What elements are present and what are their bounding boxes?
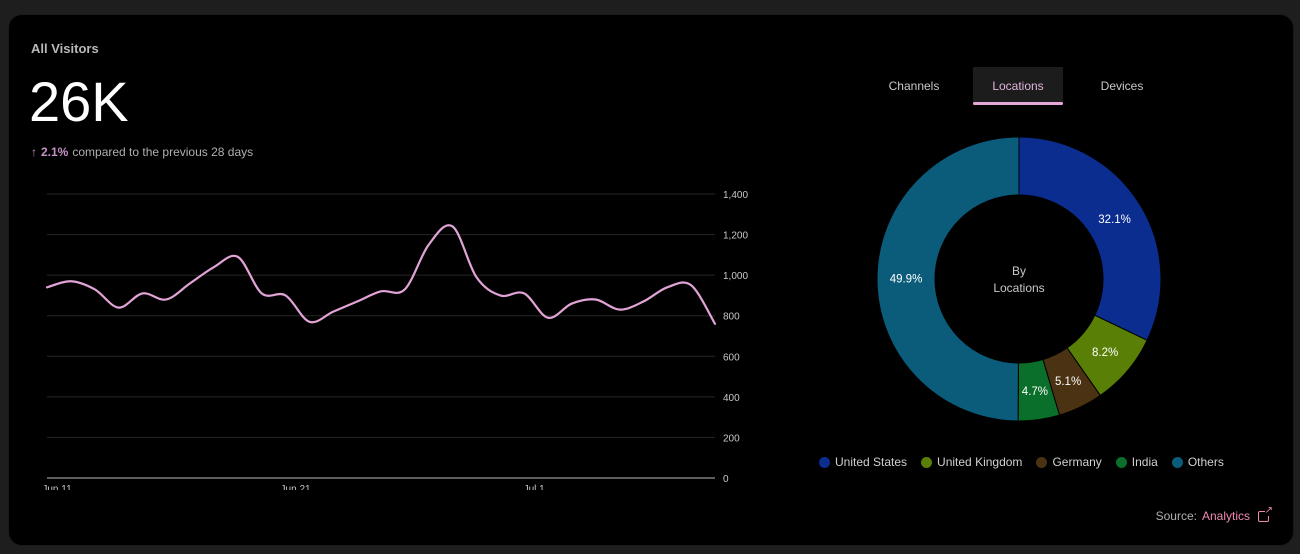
tab-label: Devices (1100, 79, 1144, 93)
slice-value-label: 8.2% (1092, 347, 1118, 359)
source-row: Source: Analytics (1155, 505, 1273, 523)
slice-value-label: 4.7% (1022, 386, 1048, 398)
x-tick-label: Jun 21 (281, 484, 311, 490)
y-tick-label: 600 (723, 352, 740, 363)
x-tick-label: Jul 1 (524, 484, 546, 490)
legend-label: India (1131, 455, 1158, 469)
visitors-line-chart: 0 200 400 600 800 1,000 1,200 1,400 Jun 11 Jun 21… (31, 170, 751, 490)
legend-item[interactable]: Germany (1036, 455, 1102, 469)
tab-locations[interactable]: Locations (973, 67, 1063, 105)
chart-tabs: Channels Locations Devices (869, 67, 1181, 105)
series-line-visitors (45, 224, 717, 325)
legend-label: United Kingdom (937, 455, 1023, 469)
tab-channels[interactable]: Channels (869, 67, 959, 105)
card-title: All Visitors (31, 41, 99, 56)
slice-value-label: 49.9% (890, 274, 923, 286)
legend-item[interactable]: India (1115, 455, 1158, 469)
tab-label: Locations (992, 79, 1044, 93)
donut-svg: 32.1% 8.2% 5.1% 4.7% 49.9% By Locations (876, 136, 1162, 422)
slice-value-label: 32.1% (1098, 214, 1131, 226)
legend-dot-icon (819, 456, 830, 468)
delta-value: 2.1% (41, 145, 69, 159)
locations-donut-chart: 32.1% 8.2% 5.1% 4.7% 49.9% By Locations (875, 135, 1163, 423)
y-tick-label: 1,400 (723, 190, 748, 201)
legend-label: United States (835, 455, 908, 469)
tab-label: Channels (888, 79, 940, 93)
delta-row: ↑ 2.1% compared to the previous 28 days (31, 145, 253, 159)
legend-dot-icon (1115, 456, 1127, 468)
legend-dot-icon (1036, 456, 1048, 468)
tab-devices[interactable]: Devices (1077, 67, 1167, 105)
y-tick-label: 1,200 (723, 231, 748, 242)
donut-slice-united-states (1018, 136, 1162, 341)
legend-label: Others (1187, 455, 1224, 469)
legend-item[interactable]: United States (819, 455, 907, 469)
external-link-icon[interactable] (1258, 505, 1273, 522)
line-chart-svg: 0 200 400 600 800 1,000 1,200 1,400 Jun 11 Jun 21… (42, 190, 748, 490)
source-label: Source: (1155, 509, 1197, 523)
slice-value-label: 5.1% (1055, 376, 1081, 388)
donut-slice-others (876, 136, 1020, 422)
y-tick-label: 1,000 (723, 271, 748, 282)
y-tick-label: 400 (723, 393, 740, 404)
visitor-count: 26K (29, 70, 129, 133)
y-tick-label: 0 (723, 474, 729, 485)
source-link[interactable]: Analytics (1201, 509, 1250, 523)
legend-dot-icon (921, 456, 933, 468)
visitors-card: All Visitors 26K ↑ 2.1% compared to the … (8, 14, 1294, 546)
legend-item[interactable]: Others (1171, 455, 1224, 469)
delta-text: compared to the previous 28 days (72, 145, 254, 159)
donut-legend: United States United Kingdom Germany India O… (819, 455, 1224, 469)
x-tick-label: Jun 11 (42, 484, 72, 490)
y-tick-label: 800 (723, 312, 740, 323)
donut-center-title: Locations (993, 281, 1044, 295)
legend-dot-icon (1171, 456, 1183, 468)
arrow-up-icon: ↑ (31, 145, 37, 159)
legend-item[interactable]: United Kingdom (921, 455, 1022, 469)
donut-center-title: By (1012, 264, 1026, 278)
y-tick-label: 200 (723, 433, 740, 444)
legend-label: Germany (1052, 455, 1102, 469)
